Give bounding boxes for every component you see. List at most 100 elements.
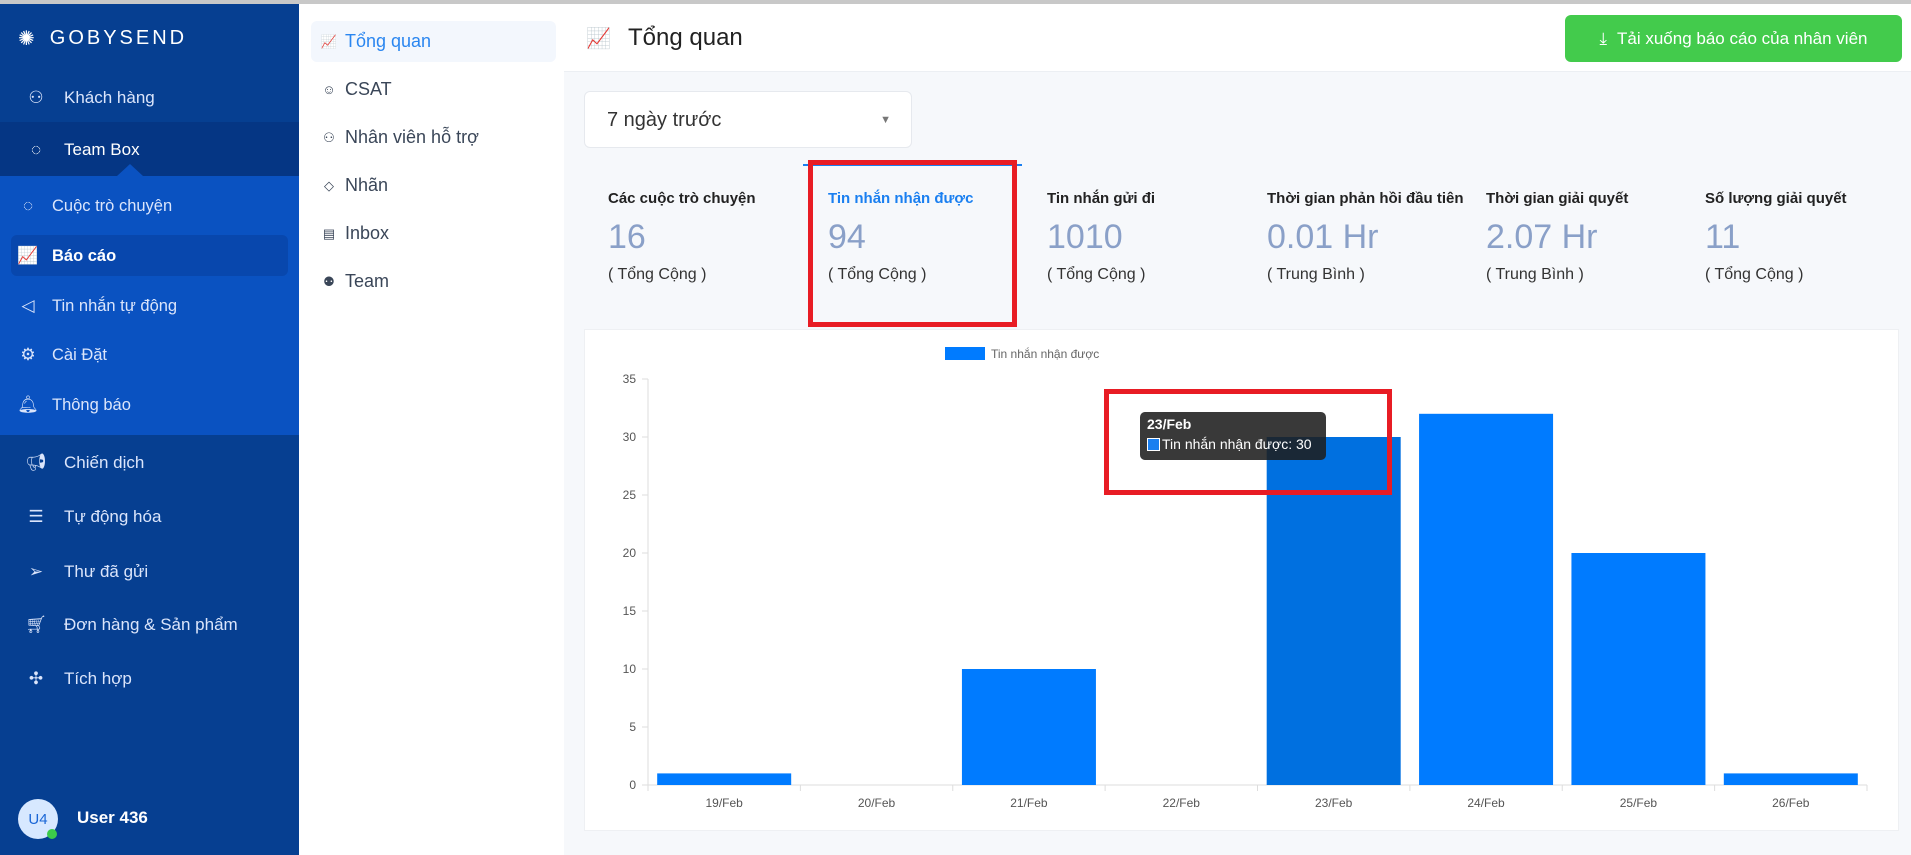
bar-24-Feb (1419, 413, 1554, 785)
subnav-label: Tổng quan (345, 31, 432, 51)
page-header: 📈 Tổng quan ⤓ Tải xuống báo cáo của nhân … (564, 4, 1911, 72)
user-name[interactable]: User 436 (77, 808, 148, 827)
sidebar-item-notifications[interactable]: 🔔︎ Thông báo (0, 389, 299, 421)
megaphone-icon: ◁ (21, 296, 35, 315)
teambox-submenu (0, 176, 299, 435)
stat-first-response-time[interactable]: Thời gian phản hồi đầu tiên 0.01 Hr ( Trun… (1267, 188, 1467, 284)
download-agent-report-button[interactable]: ⤓ Tải xuống báo cáo của nhân viên (1565, 15, 1902, 62)
sidebar-item-label: Thông báo (52, 395, 131, 414)
paper-plane-icon: ➢ (28, 562, 44, 581)
stat-messages-sent[interactable]: Tin nhắn gửi đi 1010 ( Tổng Cộng ) (1047, 188, 1257, 284)
gobysend-logo-icon: ✺ (18, 28, 38, 50)
x-tick-label: 21/Feb (1010, 796, 1048, 810)
y-tick-label: 0 (629, 778, 636, 792)
chevron-down-icon: ▼ (880, 114, 891, 126)
sidebar-item-conversations[interactable]: ◌ Cuộc trò chuyện (0, 190, 299, 222)
legend-swatch (945, 347, 985, 360)
x-tick-label: 24/Feb (1467, 796, 1505, 810)
automation-icon: ☰ (28, 507, 44, 526)
stat-sub: ( Trung Bình ) (1486, 266, 1584, 283)
subnav-item-overview[interactable]: 📈 Tổng quan (311, 21, 556, 62)
x-tick-label: 20/Feb (858, 796, 896, 810)
subnav-item-inbox[interactable]: ▤ Inbox (311, 213, 556, 254)
bar-23-Feb (1266, 437, 1401, 785)
stat-value: 16 (608, 218, 646, 256)
y-tick-label: 15 (623, 604, 637, 618)
active-stat-indicator (803, 164, 1022, 166)
customers-icon: ⚇ (28, 88, 44, 107)
sidebar-item-sent-mail[interactable]: ➢ Thư đã gửi (0, 556, 299, 588)
sidebar-item-integrations[interactable]: ✣ Tích hợp (0, 663, 299, 695)
sidebar-item-orders-products[interactable]: 🛒︎ Đơn hàng & Sản phẩm (0, 609, 299, 641)
stat-sub: ( Trung Bình ) (1267, 266, 1365, 283)
stat-resolution-time[interactable]: Thời gian giải quyết 2.07 Hr ( Trung Bình … (1486, 188, 1696, 284)
sidebar-item-automation[interactable]: ☰ Tự động hóa (0, 501, 299, 533)
stat-sub: ( Tổng Cộng ) (828, 266, 927, 283)
subnav-item-labels[interactable]: ◇ Nhãn (311, 165, 556, 206)
y-tick-label: 20 (623, 546, 637, 560)
puzzle-icon: ✣ (28, 669, 44, 688)
y-tick-label: 10 (623, 662, 637, 676)
smiley-icon: ☺ (322, 82, 336, 97)
sidebar-item-auto-messages[interactable]: ◁ Tin nhắn tự động (0, 290, 299, 322)
highlight-annotation-box (808, 160, 1017, 327)
logo[interactable]: ✺ GOBYSEND (18, 26, 187, 51)
date-range-value: 7 ngày trước (607, 109, 722, 131)
stat-title: Số lượng giải quyết (1705, 190, 1847, 207)
brand-name: GOBYSEND (49, 27, 188, 49)
submenu-caret (117, 164, 143, 176)
stat-title: Tin nhắn nhận được (828, 190, 974, 207)
stat-messages-received[interactable]: Tin nhắn nhận được 94 ( Tổng Cộng ) (828, 188, 1038, 284)
inbox-icon: ▤ (322, 225, 336, 241)
subnav-label: Inbox (345, 223, 390, 243)
stat-title: Tin nhắn gửi đi (1047, 190, 1156, 207)
subnav-item-agents[interactable]: ⚇ Nhân viên hỗ trợ (311, 117, 556, 158)
stat-conversations[interactable]: Các cuộc trò chuyện 16 ( Tổng Cộng ) (608, 188, 818, 284)
sidebar-item-label: Tự động hóa (64, 507, 162, 526)
sidebar-item-reports[interactable]: 📈 Báo cáo (0, 240, 299, 272)
stat-value: 11 (1705, 218, 1741, 256)
report-chart-icon: 📈 (586, 28, 611, 50)
tooltip-annotation-box (1104, 389, 1392, 495)
stat-resolved-count[interactable]: Số lượng giải quyết 11 ( Tổng Cộng ) (1705, 188, 1911, 284)
sidebar-item-label: Tích hợp (64, 669, 132, 688)
date-range-select[interactable]: 7 ngày trước ▼ (584, 91, 912, 148)
y-tick-label: 35 (623, 372, 637, 386)
stat-value: 94 (828, 218, 866, 256)
stat-sub: ( Tổng Cộng ) (1705, 266, 1804, 283)
x-tick-label: 22/Feb (1163, 796, 1201, 810)
avatar-initials: U4 (28, 810, 48, 828)
tag-icon: ◇ (324, 177, 334, 193)
campaign-icon: 📢︎ (25, 453, 47, 472)
sidebar-item-campaigns[interactable]: 📢︎ Chiến dịch (0, 447, 299, 479)
teambox-active-bg (0, 122, 299, 176)
x-tick-label: 23/Feb (1315, 796, 1353, 810)
sidebar-item-teambox[interactable]: ◌ Team Box (0, 134, 299, 166)
agents-icon: ⚇ (323, 129, 335, 145)
page-title: Tổng quan (628, 24, 743, 51)
cart-icon: 🛒︎ (25, 615, 47, 634)
download-label: Tải xuống báo cáo của nhân viên (1617, 28, 1868, 48)
subnav-item-csat[interactable]: ☺ CSAT (311, 69, 556, 110)
bar-25-Feb (1571, 553, 1706, 785)
sidebar-item-label: Cài Đặt (52, 345, 108, 364)
bell-icon: 🔔︎ (17, 395, 39, 414)
tooltip-title: 23/Feb (1147, 416, 1192, 432)
sidebar-item-customers[interactable]: ⚇ Khách hàng (0, 82, 299, 114)
subnav-label: CSAT (345, 79, 392, 99)
bar-19-Feb (657, 773, 792, 785)
report-chart-icon: 📈 (17, 246, 39, 265)
sidebar-item-label: Báo cáo (52, 246, 117, 265)
stat-sub: ( Tổng Cộng ) (1047, 266, 1146, 283)
sidebar-item-label: Khách hàng (64, 88, 155, 107)
sidebar-item-settings[interactable]: ⚙ Cài Đặt (0, 339, 299, 371)
subnav-label: Nhân viên hỗ trợ (345, 127, 479, 147)
report-subnav: 📈 Tổng quan ☺ CSAT ⚇ Nhân viên hỗ trợ ◇ Nhãn… (299, 4, 564, 855)
online-status-dot (47, 829, 57, 839)
subnav-item-team[interactable]: ⚉ Team (311, 261, 556, 302)
team-icon: ⚉ (323, 273, 335, 289)
x-tick-label: 25/Feb (1620, 796, 1658, 810)
x-tick-label: 19/Feb (706, 796, 744, 810)
stat-title: Thời gian giải quyết (1486, 190, 1629, 207)
stat-value: 0.01 Hr (1267, 218, 1379, 256)
